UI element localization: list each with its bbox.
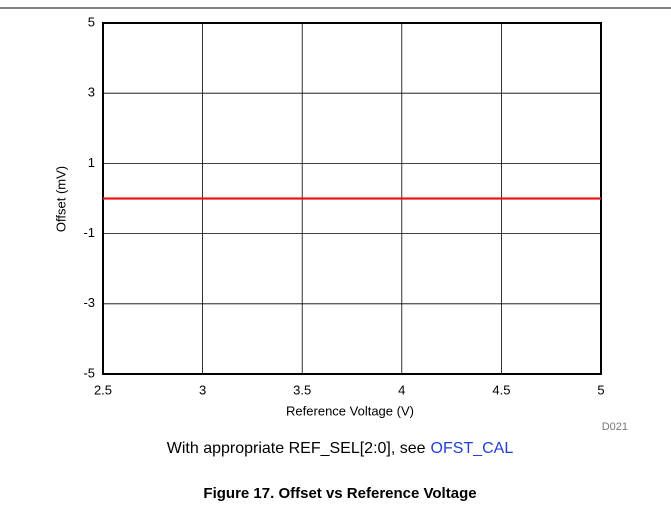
x-tick-label: 4 [398, 382, 405, 397]
y-axis-label: Offset (mV) [53, 166, 68, 232]
x-tick-label: 3.5 [293, 382, 311, 397]
y-tick-label: 5 [88, 14, 95, 29]
caption-link[interactable]: OFST_CAL [431, 440, 514, 457]
x-axis-label: Reference Voltage (V) [286, 403, 414, 418]
x-tick-label: 3 [199, 382, 206, 397]
y-tick-label: 1 [88, 155, 95, 170]
y-tick-label: -3 [83, 295, 95, 310]
figure-title: Figure 17. Offset vs Reference Voltage [203, 485, 476, 502]
y-tick-label: 3 [88, 85, 95, 100]
x-tick-label: 4.5 [492, 382, 510, 397]
caption-note: With appropriate REF_SEL[2:0], see [167, 440, 426, 457]
y-tick-label: -1 [83, 225, 95, 240]
y-tick-label: -5 [83, 365, 95, 380]
x-tick-label: 5 [597, 382, 604, 397]
caption: With appropriate REF_SEL[2:0], see OFST_C… [167, 440, 514, 457]
figure-code: D021 [602, 421, 628, 433]
x-tick-label: 2.5 [94, 382, 112, 397]
